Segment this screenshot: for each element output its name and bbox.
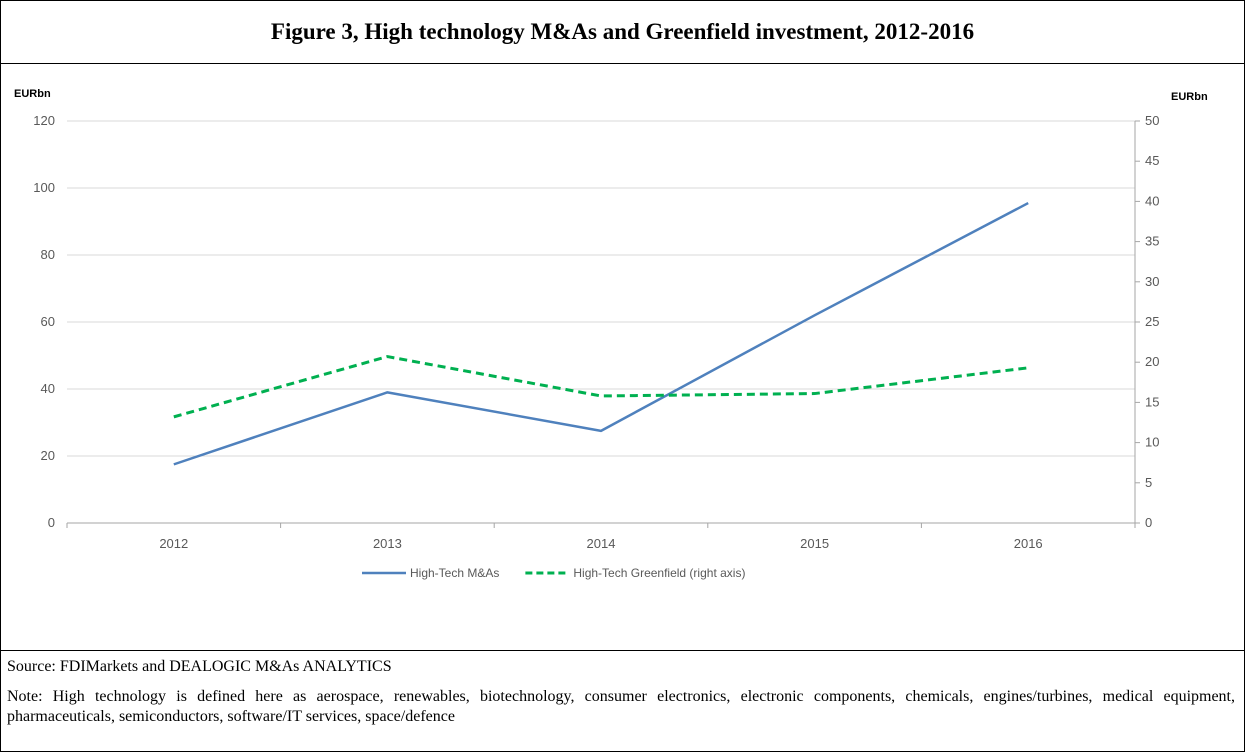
notes-section: Source: FDIMarkets and DEALOGIC M&As ANA… [7, 657, 1235, 727]
x-tick-label: 2014 [587, 536, 616, 551]
line-chart: 0 20 40 60 80 100 120 0 5 10 15 20 25 30 35 40 45 50 201… [14, 88, 1208, 580]
right-tick-label: 45 [1145, 153, 1159, 168]
right-axis-label: EURbn [1171, 91, 1208, 103]
left-tick-label: 60 [41, 314, 55, 329]
left-tick-label: 20 [41, 448, 55, 463]
chart-grid [67, 120, 1135, 457]
right-tick-label: 40 [1145, 193, 1159, 208]
right-tick-label: 5 [1145, 475, 1152, 490]
chart-series [173, 201, 1029, 466]
x-tick-label: 2015 [800, 536, 829, 551]
right-tick-label: 50 [1145, 113, 1159, 128]
right-axis-ticks: 0 5 10 15 20 25 30 35 40 45 50 [1135, 113, 1159, 530]
source-text: Source: FDIMarkets and DEALOGIC M&As ANA… [7, 658, 392, 675]
right-tick-label: 35 [1145, 234, 1159, 249]
title-row: Figure 3, High technology M&As and Green… [1, 1, 1244, 64]
right-tick-label: 30 [1145, 274, 1159, 289]
right-tick-label: 10 [1145, 435, 1159, 450]
left-axis-label: EURbn [14, 88, 51, 100]
chart-legend: High-Tech M&As High-Tech Greenfield (righ… [362, 566, 745, 580]
right-tick-label: 15 [1145, 394, 1159, 409]
x-tick-label: 2012 [159, 536, 188, 551]
legend-label-1: High-Tech Greenfield (right axis) [573, 566, 745, 580]
x-axis-ticks: 2012 2013 2014 2015 2016 [66, 523, 1136, 551]
x-tick-label: 2016 [1014, 536, 1043, 551]
left-tick-label: 40 [41, 381, 55, 396]
left-tick-label: 100 [33, 180, 55, 195]
left-axis-ticks: 0 20 40 60 80 100 120 [33, 113, 55, 530]
note-text: Note: High technology is defined here as… [7, 688, 1235, 725]
series-line-0 [173, 201, 1029, 466]
x-tick-label: 2013 [373, 536, 402, 551]
series-line-1 [173, 355, 1029, 419]
legend-label-0: High-Tech M&As [410, 566, 499, 580]
left-tick-label: 120 [33, 113, 55, 128]
right-tick-label: 20 [1145, 354, 1159, 369]
left-tick-label: 80 [41, 247, 55, 262]
right-tick-label: 0 [1145, 515, 1152, 530]
chart-area: 0 20 40 60 80 100 120 0 5 10 15 20 25 30 35 40 45 50 201… [1, 64, 1244, 651]
figure-title: Figure 3, High technology M&As and Green… [270, 19, 975, 44]
left-tick-label: 0 [48, 515, 55, 530]
right-tick-label: 25 [1145, 314, 1159, 329]
